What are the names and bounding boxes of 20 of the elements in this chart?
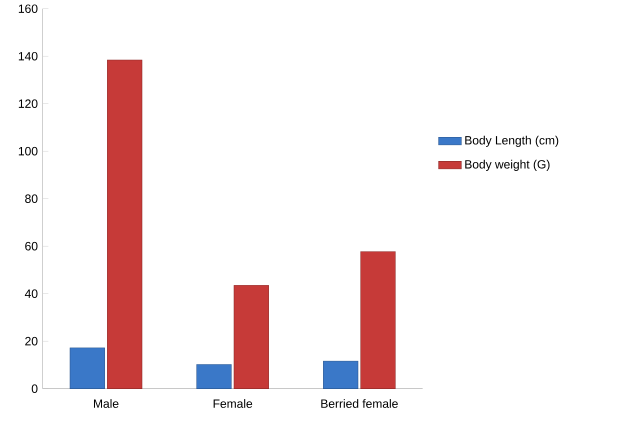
legend-label: Body weight (G) [465, 160, 550, 171]
y-tick-label: 60 [25, 242, 38, 250]
x-tick-label: Berried female [321, 399, 398, 408]
y-tick-label: 120 [18, 99, 38, 108]
bar [70, 348, 105, 389]
x-tick-label: Female [214, 399, 252, 408]
legend-label: Body Length (cm) [465, 136, 558, 147]
y-tick-label: 100 [18, 146, 38, 156]
bar [107, 60, 142, 389]
y-tick-label: 40 [24, 289, 38, 298]
y-tick-label: 80 [25, 194, 38, 203]
bar [196, 364, 232, 389]
y-tick-label: 20 [25, 336, 38, 346]
bar [323, 360, 358, 389]
bar [360, 251, 396, 389]
y-tick-label: 140 [18, 52, 38, 60]
y-tick-label: 0 [32, 384, 38, 393]
y-tick-label: 160 [18, 4, 38, 13]
bar [234, 285, 269, 389]
x-tick-label: Male [94, 399, 118, 408]
